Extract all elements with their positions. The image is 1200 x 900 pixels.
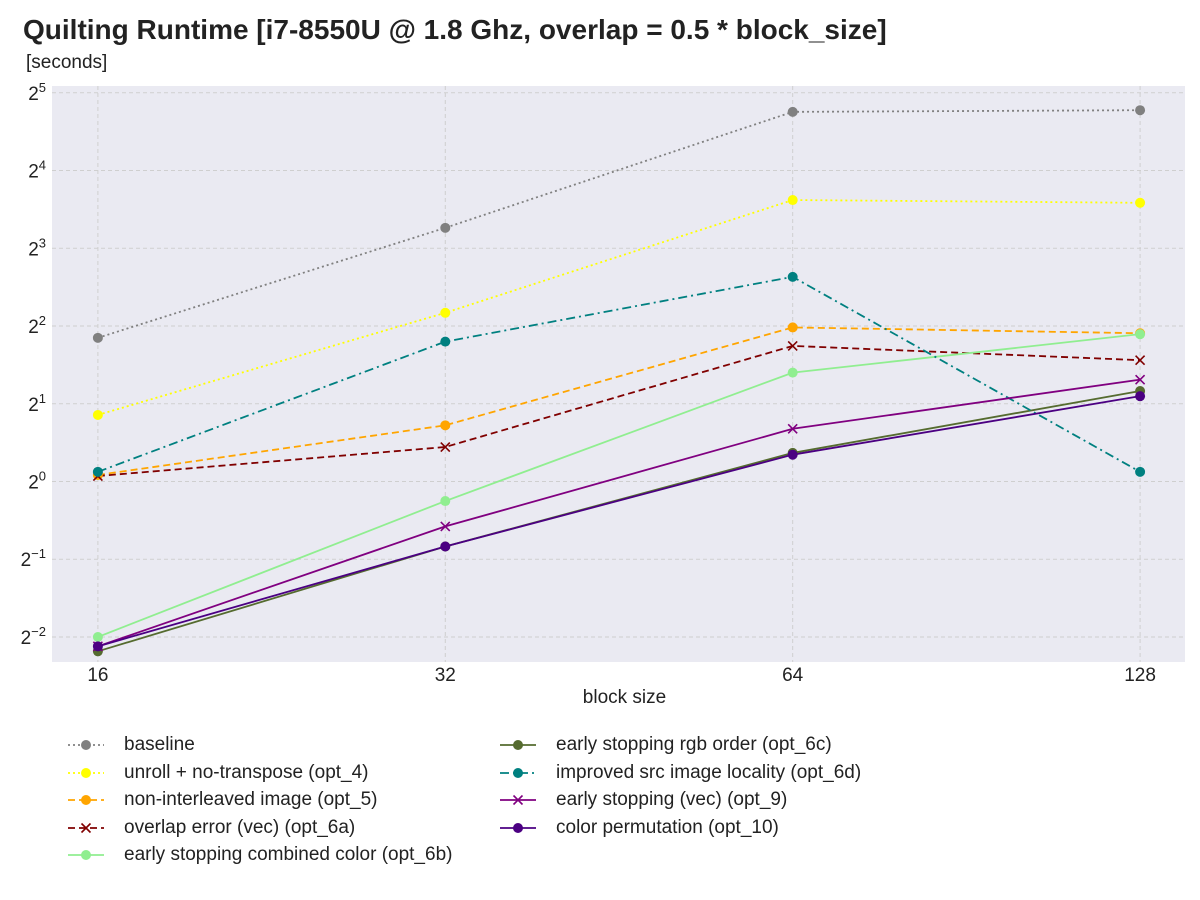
legend-item: early stopping rgb order (opt_6c) xyxy=(494,732,832,758)
data-point-0 xyxy=(1135,105,1146,116)
data-point-1 xyxy=(440,307,451,318)
legend-swatch xyxy=(68,767,104,778)
data-point-6 xyxy=(787,271,798,282)
data-point-0 xyxy=(92,332,103,343)
data-point-4 xyxy=(440,496,451,507)
data-point-4 xyxy=(787,367,798,378)
legend-item: early stopping (vec) (opt_9) xyxy=(494,787,787,813)
y-tick-label: 20 xyxy=(28,468,46,493)
series-line-2 xyxy=(97,326,1141,476)
data-point-8 xyxy=(787,449,798,460)
legend-swatch xyxy=(68,822,104,833)
legend-label: early stopping (vec) (opt_9) xyxy=(556,789,788,810)
legend-label: color permutation (opt_10) xyxy=(556,816,779,838)
data-point-4 xyxy=(1135,329,1146,340)
legend-swatch-marker xyxy=(513,740,523,750)
plot-area xyxy=(52,86,1185,662)
data-point-6 xyxy=(1135,466,1146,477)
series-line-8 xyxy=(97,395,1141,648)
x-tick-label: 16 xyxy=(87,665,108,686)
legend-label: early stopping combined color (opt_6b) xyxy=(124,844,453,865)
legend-item: improved src image locality (opt_6d) xyxy=(494,760,861,786)
y-axis-unit-label: [seconds] xyxy=(26,52,108,73)
legend-label: unroll + no-transpose (opt_4) xyxy=(124,761,369,783)
legend-swatch xyxy=(500,794,536,806)
legend-label: baseline xyxy=(124,734,195,755)
y-tick-label: 25 xyxy=(28,80,46,105)
data-point-2 xyxy=(440,420,451,431)
chart-canvas: 16 32 64 128 25 24 23 22 21 20 2−1 2−2 block size xyxy=(21,80,1185,708)
legend-swatch xyxy=(68,850,104,860)
y-tick-label: 22 xyxy=(28,313,46,338)
data-point-6 xyxy=(92,466,103,477)
legend-item: early stopping combined color (opt_6b) xyxy=(62,842,452,868)
data-point-0 xyxy=(787,106,798,117)
data-point-7 xyxy=(1135,374,1146,385)
x-tick-label: 32 xyxy=(435,665,456,686)
series-lines xyxy=(97,109,1141,653)
x-tick-label: 128 xyxy=(1124,665,1156,686)
series-line-7 xyxy=(97,378,1141,648)
y-tick-label: 2−2 xyxy=(21,624,46,649)
series-line-1 xyxy=(97,199,1141,416)
legend-swatch xyxy=(68,795,104,805)
data-point-0 xyxy=(440,222,451,233)
legend-swatch xyxy=(500,740,536,750)
x-tick-label: 64 xyxy=(782,665,804,686)
series-markers xyxy=(92,105,1146,657)
chart-title: Quilting Runtime [i7-8550U @ 1.8 Ghz, ov… xyxy=(23,14,887,45)
legend-swatch-marker xyxy=(513,767,523,778)
data-point-2 xyxy=(787,322,798,333)
data-point-3 xyxy=(787,340,798,351)
data-point-1 xyxy=(1135,197,1146,208)
legend-swatch-marker xyxy=(81,740,91,750)
legend-label: overlap error (vec) (opt_6a) xyxy=(124,816,356,838)
legend-swatch-marker xyxy=(80,822,92,833)
x-axis-label: block size xyxy=(583,687,666,708)
legend-item: non-interleaved image (opt_5) xyxy=(62,787,378,813)
data-point-6 xyxy=(440,336,451,347)
legend-swatch xyxy=(68,740,104,750)
data-point-8 xyxy=(440,541,451,552)
y-tick-label: 23 xyxy=(28,235,46,260)
legend-swatch-marker xyxy=(512,794,524,806)
tick-labels: 16 32 64 128 25 24 23 22 21 20 2−1 2−2 xyxy=(21,80,1156,686)
legend-item: unroll + no-transpose (opt_4) xyxy=(62,760,369,786)
data-point-4 xyxy=(92,631,103,642)
data-point-3 xyxy=(1135,355,1146,366)
series-line-6 xyxy=(97,275,1141,473)
legend-swatch-marker xyxy=(81,767,91,778)
legend-label: early stopping rgb order (opt_6c) xyxy=(556,734,832,755)
legend-item: baseline xyxy=(62,732,195,758)
data-point-1 xyxy=(92,409,103,420)
legend-item: color permutation (opt_10) xyxy=(494,815,779,841)
data-point-7 xyxy=(787,423,798,434)
series-line-4 xyxy=(97,333,1141,638)
y-tick-label: 21 xyxy=(28,391,46,416)
legend-swatch xyxy=(500,822,536,833)
data-point-1 xyxy=(787,195,798,206)
legend-label: improved src image locality (opt_6d) xyxy=(556,761,862,783)
y-tick-label: 2−1 xyxy=(21,546,46,571)
legend-swatch-marker xyxy=(81,850,91,860)
legend-item: overlap error (vec) (opt_6a) xyxy=(62,815,355,841)
legend-swatch-marker xyxy=(513,822,523,833)
data-point-8 xyxy=(1135,391,1146,402)
y-tick-label: 24 xyxy=(28,158,46,183)
data-point-8 xyxy=(92,641,103,652)
legend-swatch-marker xyxy=(81,795,91,805)
legend-swatch xyxy=(500,767,536,778)
legend-label: non-interleaved image (opt_5) xyxy=(124,789,378,810)
data-point-7 xyxy=(440,521,451,532)
data-point-3 xyxy=(440,441,451,453)
